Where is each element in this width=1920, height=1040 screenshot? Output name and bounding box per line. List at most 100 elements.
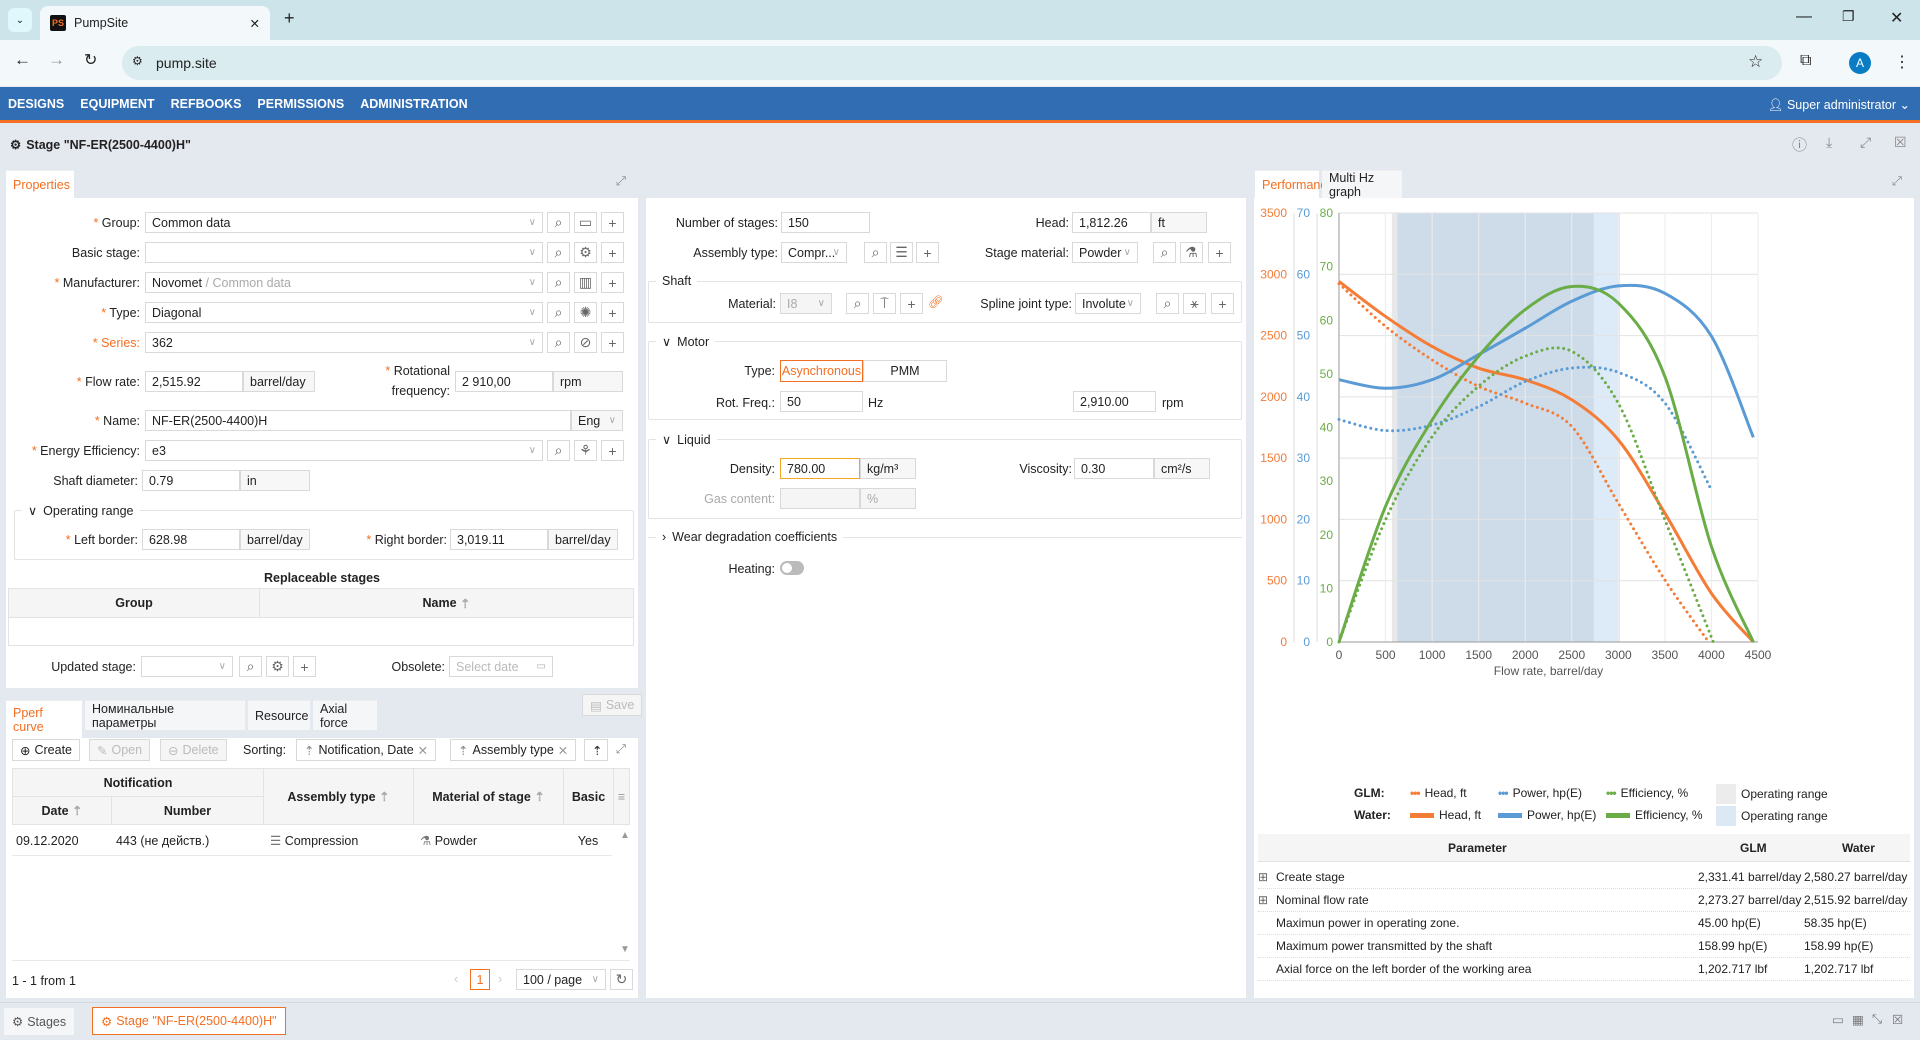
legend-glm-head[interactable]: ••• Head, ft (1410, 786, 1467, 800)
left-border-input[interactable]: 628.98 (142, 529, 240, 550)
column-menu-icon[interactable]: ≡ (614, 768, 630, 825)
search-icon[interactable]: ⌕ (547, 212, 570, 233)
tab-nominal-params[interactable]: Номинальные параметры (85, 700, 245, 730)
link-icon[interactable]: 🔗︎ (928, 295, 944, 309)
extensions-icon[interactable]: ⧉ (1800, 52, 1812, 69)
table-row[interactable]: ⊞ Create stage 2,331.41 barrel/day 2,580.27… (1258, 866, 1910, 889)
flow-rate-input[interactable]: 2,515.92 (145, 371, 243, 392)
type-select[interactable]: Diagonal ∨ (145, 302, 543, 323)
wear-degradation-toggle[interactable]: › Wear degradation coefficients (656, 530, 844, 544)
add-icon[interactable]: + (601, 242, 624, 263)
tab-performance[interactable]: Performance (1255, 170, 1334, 198)
search-icon[interactable]: ⌕ (846, 293, 869, 314)
browser-tab[interactable]: PS PumpSite ✕ (40, 6, 270, 40)
user-menu[interactable]: 👤︎ Super administrator ⌄ (1767, 98, 1910, 112)
shaft-diameter-input[interactable]: 0.79 (142, 470, 240, 491)
collapse-icon[interactable]: ⤡ (1872, 1012, 1883, 1026)
reload-button[interactable]: ↻ (84, 52, 98, 69)
legend-water-range[interactable]: Operating range (1716, 806, 1828, 826)
legend-glm-efficiency[interactable]: ••• Efficiency, % (1606, 786, 1689, 800)
search-icon[interactable]: ⌕ (547, 272, 570, 293)
open-button[interactable]: ✎ Open (89, 739, 151, 761)
add-icon[interactable]: + (1208, 242, 1231, 263)
download-icon[interactable]: ⤓ (1826, 134, 1833, 150)
energy-icon[interactable]: ⚘ (574, 440, 597, 461)
density-input[interactable]: 780.00 (780, 458, 860, 479)
nav-permissions[interactable]: PERMISSIONS (257, 96, 345, 111)
column-name[interactable]: Name ⇡ (260, 588, 634, 618)
liquid-toggle[interactable]: ∨ Liquid (656, 432, 717, 447)
minimize-button[interactable]: — (1796, 8, 1812, 25)
folder-icon[interactable]: ▭ (574, 212, 597, 233)
table-row[interactable]: Maximum power transmitted by the shaft 15… (1258, 935, 1910, 958)
column-material[interactable]: Material of stage ⇡ (414, 768, 564, 825)
legend-water-head[interactable]: Head, ft (1410, 808, 1481, 822)
bookmark-star-icon[interactable]: ☆ (1748, 52, 1764, 71)
create-button[interactable]: ⊕ Create (12, 739, 81, 761)
save-button[interactable]: ▤ Save (582, 694, 643, 716)
search-icon[interactable]: ⌕ (547, 302, 570, 323)
tab-search-button[interactable]: ⌄ (8, 8, 32, 32)
basic-stage-select[interactable]: ∨ (145, 242, 543, 263)
spline-icon[interactable]: ⚹ (1183, 293, 1206, 314)
stage-icon[interactable]: ⚙ (574, 242, 597, 263)
table-row[interactable]: Maximun power in operating zone. 45.00 hp… (1258, 912, 1910, 935)
add-icon[interactable]: + (601, 272, 624, 293)
shaft-material-select[interactable]: I8 ∨ (780, 293, 832, 314)
search-icon[interactable]: ⌕ (547, 332, 570, 353)
stage-material-select[interactable]: Powder ∨ (1072, 242, 1138, 263)
nav-equipment[interactable]: EQUIPMENT (80, 96, 155, 111)
tab-properties[interactable]: Properties (6, 170, 74, 198)
head-input[interactable]: 1,812.26 (1072, 212, 1151, 233)
column-group[interactable]: Group (8, 588, 260, 618)
column-basic[interactable]: Basic (564, 768, 614, 825)
column-number[interactable]: Number (112, 797, 264, 825)
column-date[interactable]: Date ⇡ (12, 797, 112, 825)
rpm-input[interactable]: 2,910.00 (1073, 391, 1156, 412)
assembly-type-select[interactable]: Compr... ∨ (781, 242, 847, 263)
expand-icon[interactable]: ⤢ (616, 742, 627, 756)
nav-refbooks[interactable]: REFBOOKS (170, 96, 242, 111)
table-row[interactable]: 09.12.2020 443 (не действ.) ☰ Compressio… (12, 826, 612, 856)
page-size-select[interactable]: 100 / page ∨ (516, 969, 606, 990)
tab-resource[interactable]: Resource (248, 700, 310, 730)
scroll-up-arrow[interactable]: ▲ (620, 830, 630, 841)
add-icon[interactable]: + (601, 212, 624, 233)
spline-joint-select[interactable]: Involute ∨ (1075, 293, 1141, 314)
number-of-stages-input[interactable]: 150 (781, 212, 870, 233)
group-select[interactable]: Common data ∨ (145, 212, 543, 233)
name-input[interactable]: NF-ER(2500-4400)H (145, 410, 571, 431)
prev-page-button[interactable]: ‹ (454, 972, 459, 986)
window-layout-icon[interactable]: ▭ (1832, 1013, 1844, 1027)
motor-toggle[interactable]: ∨ Motor (656, 334, 716, 349)
search-icon[interactable]: ⌕ (547, 242, 570, 263)
powder-icon[interactable]: ⚗ (1180, 242, 1203, 263)
impeller-icon[interactable]: ✺ (574, 302, 597, 323)
taskbar-stages[interactable]: ⚙ Stages (4, 1008, 75, 1035)
close-window-button[interactable]: ✕ (1890, 10, 1904, 27)
search-icon[interactable]: ⌕ (1153, 242, 1176, 263)
motor-type-asynchronous[interactable]: Asynchronous (780, 360, 863, 382)
page-1-button[interactable]: 1 (470, 969, 490, 990)
expand-row-icon[interactable]: ⊞ (1258, 870, 1269, 884)
tab-multi-hz-graph[interactable]: Multi Hz graph (1322, 170, 1402, 199)
motor-type-pmm[interactable]: PMM (863, 360, 947, 382)
stage-icon[interactable]: ⚙ (266, 656, 289, 677)
add-icon[interactable]: + (601, 440, 624, 461)
close-tab-icon[interactable]: ✕ (249, 16, 260, 31)
sort-chip-assembly-type[interactable]: ⇡ Assembly type ✕ (450, 739, 577, 761)
tab-axial-force[interactable]: Axial force (313, 700, 377, 730)
search-icon[interactable]: ⌕ (864, 242, 887, 263)
restore-button[interactable]: ❐ (1842, 8, 1855, 24)
table-row[interactable]: Axial force on the left border of the wo… (1258, 958, 1910, 981)
sort-add-button[interactable]: ⇡ (584, 739, 608, 761)
right-border-input[interactable]: 3,019.11 (450, 529, 548, 550)
legend-glm-range[interactable]: Operating range (1716, 784, 1828, 804)
add-icon[interactable]: + (916, 242, 939, 263)
language-select[interactable]: Eng ∨ (571, 410, 623, 431)
diameter-icon[interactable]: ⊘ (574, 332, 597, 353)
back-button[interactable]: ← (14, 50, 31, 69)
search-icon[interactable]: ⌕ (547, 440, 570, 461)
refresh-icon[interactable]: ↻ (610, 969, 633, 990)
add-icon[interactable]: + (900, 293, 923, 314)
